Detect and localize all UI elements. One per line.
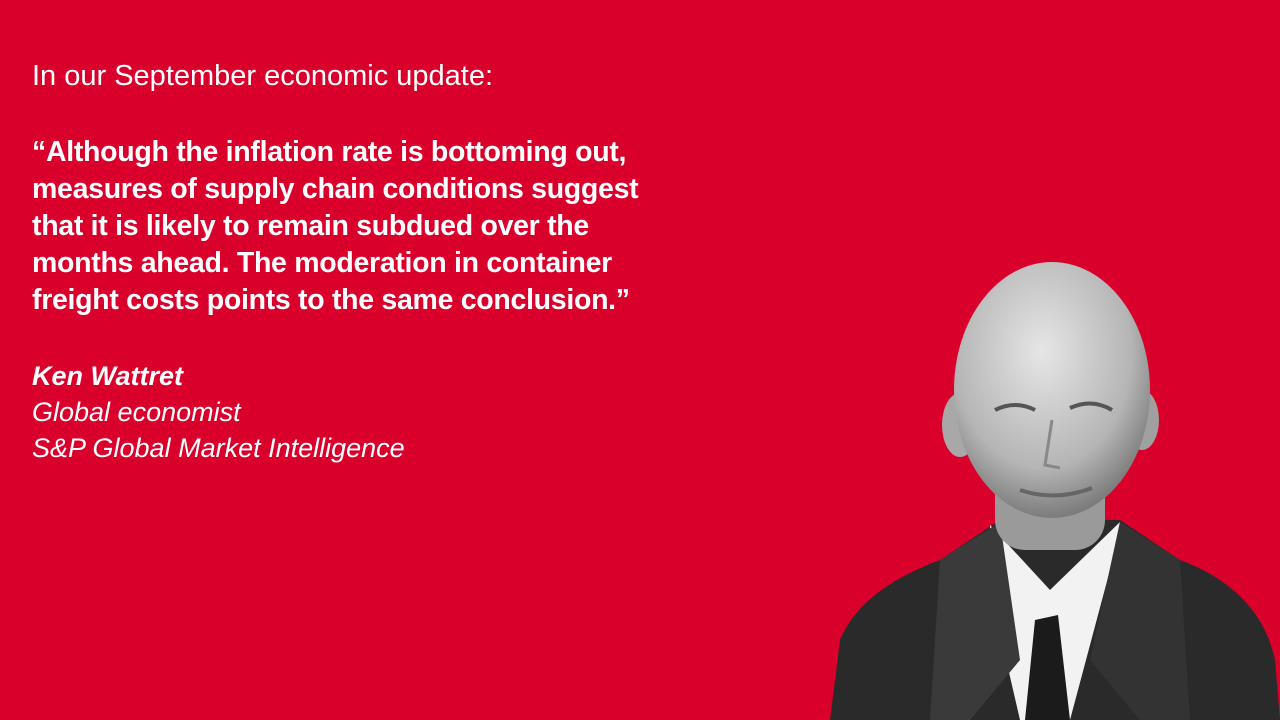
quote: “Although the inflation rate is bottomin… [32,134,639,319]
intro: In our September economic update: [32,60,494,92]
attribution: Ken Wattret Global economist S&P Global … [32,358,405,466]
author-role: Global economist [32,397,241,427]
quote-line: that it is likely to remain subdued over… [32,210,589,242]
quote-line: months ahead. The moderation in containe… [32,247,612,279]
quote-line: freight costs points to the same conclus… [32,284,630,316]
author-company: S&P Global Market Intelligence [32,433,405,463]
quote-line: measures of supply chain conditions sugg… [32,173,639,205]
author-name: Ken Wattret [32,361,184,391]
portrait [830,262,1280,720]
quote-line: “Although the inflation rate is bottomin… [32,136,627,168]
